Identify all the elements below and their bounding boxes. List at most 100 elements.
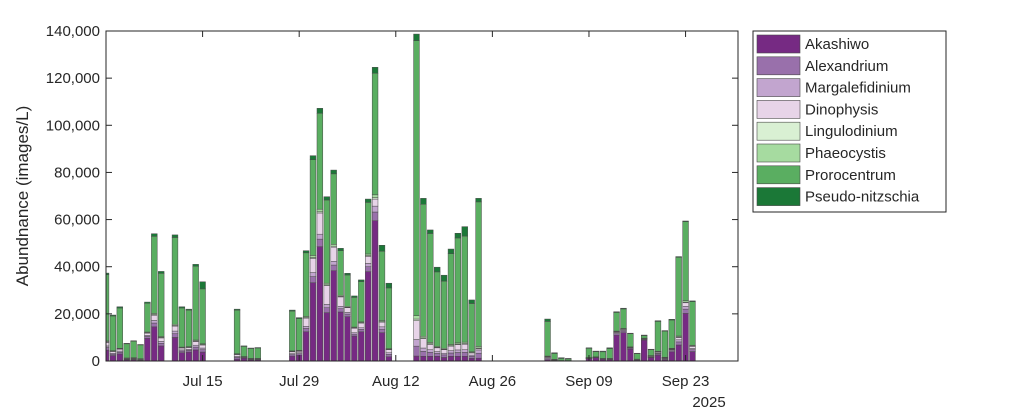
bar-07-09	[158, 271, 165, 361]
x-tick-label: Aug 26	[469, 373, 517, 390]
bar-segment-alexandrium	[358, 329, 365, 333]
bar-segment-prorocentrum	[558, 358, 565, 361]
bar-segment-alexandrium	[199, 349, 206, 353]
bar-segment-pseudo-nitzschia	[551, 352, 558, 354]
bar-segment-akashiwo	[385, 356, 393, 361]
bar-segment-akashiwo	[641, 339, 648, 361]
bar-08-23	[468, 299, 475, 361]
bar-segment-pseudo-nitzschia	[158, 271, 165, 274]
x-tick-label: Jul 29	[279, 373, 319, 390]
bar-segment-pseudo-nitzschia	[371, 67, 379, 74]
bar-segment-akashiwo	[178, 352, 186, 361]
x-tick-label: Aug 12	[372, 373, 420, 390]
bar-segment-prorocentrum	[413, 40, 420, 316]
bar-08-16	[420, 198, 427, 361]
bar-segment-akashiwo	[427, 356, 434, 361]
bar-08-21	[454, 232, 462, 361]
bar-segment-akashiwo	[647, 357, 655, 361]
bar-segment-pseudo-nitzschia	[613, 311, 620, 313]
bar-segment-prorocentrum	[130, 340, 137, 358]
bar-segment-akashiwo	[151, 326, 158, 361]
bar-segment-dinophysis	[385, 349, 393, 353]
bar-segment-prorocentrum	[309, 159, 317, 256]
bar-segment-akashiwo	[323, 312, 330, 361]
bar-segment-prorocentrum	[158, 273, 165, 337]
bar-segment-prorocentrum	[461, 235, 468, 343]
bar-08-10	[378, 245, 386, 361]
bar-segment-akashiwo	[192, 349, 199, 361]
bar-segment-alexandrium	[351, 333, 358, 337]
bar-segment-dinophysis	[413, 320, 420, 340]
bar-segment-pseudo-nitzschia	[337, 248, 344, 251]
bar-segment-pseudo-nitzschia	[171, 234, 179, 238]
bar-segment-dinophysis	[330, 246, 337, 262]
bar-segment-akashiwo	[447, 356, 455, 361]
bar-segment-prorocentrum	[116, 307, 123, 349]
bar-segment-alexandrium	[144, 336, 151, 339]
bar-segment-prorocentrum	[675, 257, 682, 337]
bar-segment-pseudo-nitzschia	[109, 314, 117, 317]
bar-segment-alexandrium	[682, 308, 689, 314]
bar-segment-prorocentrum	[654, 321, 662, 352]
bar-segment-pseudo-nitzschia	[296, 317, 303, 319]
bar-segment-dinophysis	[378, 321, 386, 328]
bar-segment-pseudo-nitzschia	[468, 299, 475, 304]
legend-label: Lingulodinium	[805, 123, 898, 140]
bar-09-21	[668, 319, 675, 361]
bar-07-21	[240, 345, 248, 361]
bar-segment-pseudo-nitzschia	[558, 357, 565, 359]
bar-07-08	[151, 233, 158, 361]
legend-label: Akashiwo	[805, 36, 869, 53]
bar-09-03	[544, 318, 551, 361]
bar-segment-margalefidinium	[447, 350, 455, 354]
bar-segment-margalefidinium	[454, 349, 462, 353]
bar-08-06	[351, 295, 358, 361]
bar-segment-pseudo-nitzschia	[123, 343, 130, 345]
bar-segment-prorocentrum	[351, 297, 358, 328]
bar-07-23	[254, 347, 261, 361]
bar-segment-pseudo-nitzschia	[461, 226, 468, 237]
bar-segment-prorocentrum	[344, 274, 351, 307]
bar-segment-prorocentrum	[323, 199, 330, 284]
bar-segment-prorocentrum	[620, 308, 627, 329]
bar-segment-akashiwo	[371, 220, 379, 361]
bar-segment-pseudo-nitzschia	[592, 350, 600, 352]
bar-segment-alexandrium	[454, 352, 462, 357]
bar-segment-alexandrium	[158, 343, 165, 347]
bar-segment-akashiwo	[434, 356, 441, 361]
bar-segment-dinophysis	[427, 344, 434, 350]
bar-segment-akashiwo	[440, 357, 448, 361]
x-tick-label: Jul 15	[183, 373, 223, 390]
bar-segment-pseudo-nitzschia	[358, 279, 365, 282]
bar-segment-alexandrium	[330, 264, 337, 271]
bar-07-04	[123, 343, 130, 361]
y-tick-label: 20,000	[54, 306, 100, 323]
bar-08-15	[413, 33, 420, 361]
bar-08-17	[427, 229, 434, 361]
bar-segment-pseudo-nitzschia	[151, 233, 158, 237]
bar-segment-prorocentrum	[254, 347, 261, 359]
bar-segment-akashiwo	[158, 345, 165, 361]
bar-segment-pseudo-nitzschia	[351, 295, 358, 298]
bar-09-11	[599, 350, 606, 361]
bar-segment-pseudo-nitzschia	[254, 347, 261, 349]
bar-segment-pseudo-nitzschia	[309, 155, 317, 160]
bar-08-08	[365, 198, 372, 361]
bar-segment-pseudo-nitzschia	[185, 308, 192, 311]
bar-segment-prorocentrum	[668, 319, 675, 349]
bar-segment-prorocentrum	[551, 353, 558, 360]
bar-segment-prorocentrum	[178, 307, 186, 348]
bar-09-04	[551, 352, 558, 361]
bar-08-02	[323, 196, 330, 361]
bar-segment-prorocentrum	[123, 343, 130, 359]
legend: Akashiwo Alexandrium Margalefidinium Dinoph…	[752, 30, 947, 213]
bar-segment-margalefidinium	[106, 345, 110, 348]
bar-segment-prorocentrum	[247, 348, 255, 359]
bar-segment-alexandrium	[365, 266, 372, 272]
bar-segment-prorocentrum	[316, 113, 324, 210]
bar-segment-prorocentrum	[434, 271, 441, 347]
bar-07-11	[171, 234, 179, 361]
x-axis-year-label: 2025	[692, 394, 725, 411]
bar-segment-pseudo-nitzschia	[192, 264, 199, 267]
bar-07-07	[144, 301, 151, 361]
